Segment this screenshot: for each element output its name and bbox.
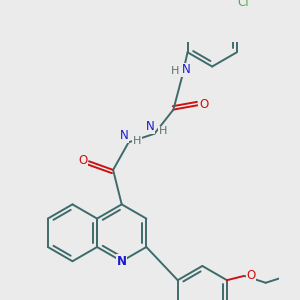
- Text: N: N: [146, 120, 154, 133]
- Text: H: H: [159, 126, 167, 136]
- Text: H: H: [133, 136, 141, 146]
- Text: N: N: [117, 255, 127, 268]
- Text: O: O: [246, 268, 256, 281]
- Text: Cl: Cl: [238, 0, 250, 9]
- Text: N: N: [120, 129, 129, 142]
- Text: O: O: [78, 154, 88, 167]
- Text: N: N: [182, 64, 191, 76]
- Text: O: O: [199, 98, 208, 111]
- Text: H: H: [171, 66, 179, 76]
